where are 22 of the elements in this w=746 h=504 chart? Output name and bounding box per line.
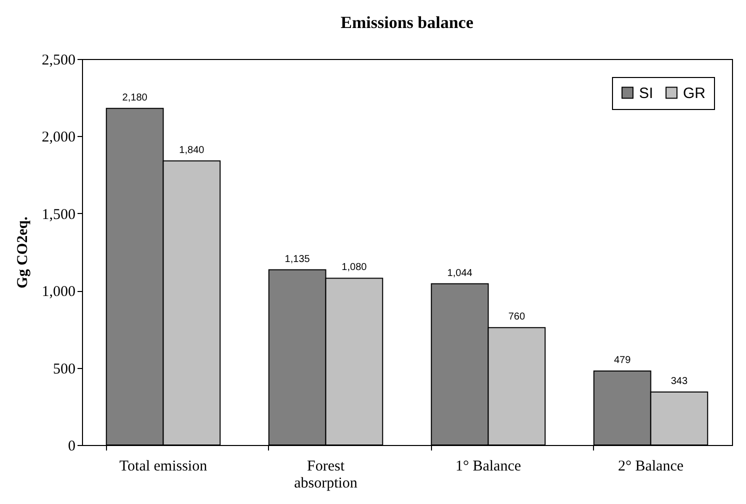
y-tick-label: 1,000 (42, 284, 76, 300)
data-label: 760 (508, 312, 526, 323)
data-label: 2,180 (122, 92, 148, 104)
x-tick-label: Total emission (119, 458, 208, 474)
x-tick-label: 2° Balance (618, 458, 684, 474)
data-label: 479 (614, 355, 632, 366)
y-axis-title: Gg CO2eq. (14, 216, 31, 288)
legend-label: GR (683, 84, 706, 102)
data-label: 1,135 (284, 254, 310, 265)
y-tick-label: 1,500 (42, 206, 76, 223)
data-label: 343 (670, 376, 688, 388)
data-label: 1,840 (179, 144, 205, 156)
legend-label: SI (639, 84, 654, 102)
x-tick-label: Forest absorption (294, 458, 358, 492)
x-tick-label: 1° Balance (455, 458, 522, 474)
chart-title: Emissions balance (340, 13, 474, 32)
y-tick-label: 0 (68, 438, 76, 454)
y-tick-label: 2,500 (42, 52, 76, 68)
data-label: 1,044 (447, 268, 473, 279)
data-label: 1,080 (342, 262, 368, 274)
y-tick-label: 2,000 (42, 130, 76, 146)
y-tick-label: 500 (53, 361, 76, 378)
